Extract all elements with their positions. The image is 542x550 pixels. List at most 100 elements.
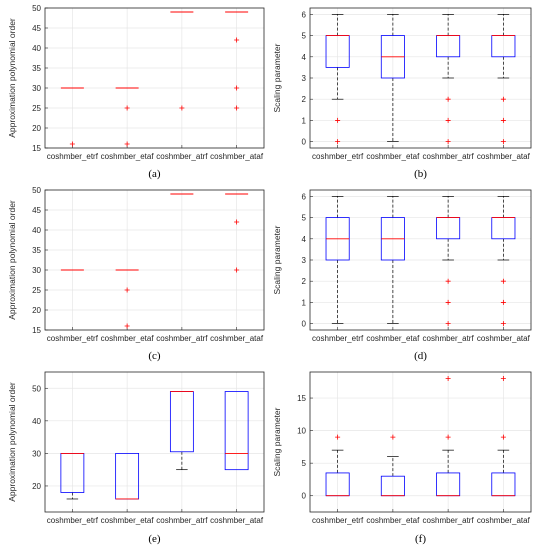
outlier-marker [500,117,506,123]
box-coshmber_atrf [436,196,461,327]
outlier-marker [445,321,451,327]
axes-frame [44,7,265,149]
y-tick-label: 30 [32,449,41,458]
y-tick-label: 35 [32,246,41,255]
y-tick-label: 45 [32,206,41,215]
x-tick-label: coshmber_etrf [312,516,364,525]
outlier-marker [234,219,240,225]
box-coshmber_ataf [491,14,516,145]
y-axis-label: Scaling parameter [272,225,282,294]
x-tick-label: coshmber_etaf [101,334,155,343]
box-coshmber_etrf [325,14,350,145]
y-tick-label: 50 [32,4,41,13]
x-tick-label: coshmber_etaf [366,516,420,525]
y-tick-label: 20 [32,124,41,133]
outlier-marker [335,139,341,145]
y-tick-label: 3 [302,74,307,83]
y-tick-label: 3 [302,256,307,265]
iqr-box [224,391,249,471]
box-coshmber_etrf [325,196,350,324]
chart-panel: 15 20 25 30 35 40 45 50 coshmber_etrf coshmber_et… [7,4,265,161]
outlier-marker [234,85,240,91]
y-tick-label: 5 [302,214,307,223]
y-tick-label: 20 [32,482,41,491]
outlier-marker [500,96,506,102]
y-tick-label: 1 [302,298,307,307]
x-tick-label: coshmber_ataf [477,152,531,161]
panel-label: (e) [148,533,161,545]
outlier-marker [500,434,506,440]
x-tick-label: coshmber_etaf [101,516,155,525]
outlier-marker [390,434,396,440]
outlier-marker [445,96,451,102]
box-coshmber_etrf [60,452,85,500]
x-tick-label: coshmber_etaf [366,334,420,343]
outlier-marker [335,434,341,440]
y-tick-label: 0 [302,492,307,501]
x-tick-label: coshmber_ataf [477,516,531,525]
y-tick-label: 6 [302,10,307,19]
outlier-marker [445,117,451,123]
y-tick-label: 0 [302,320,307,329]
box-coshmber_atrf [170,11,194,111]
box-coshmber_atrf [436,14,461,145]
y-tick-label: 35 [32,64,41,73]
panel-label: (c) [148,350,161,362]
outlier-marker [234,267,240,273]
y-tick-label: 2 [302,95,307,104]
x-tick-label: coshmber_ataf [210,516,264,525]
y-tick-label: 25 [32,104,41,113]
box-coshmber_ataf [491,196,516,327]
y-tick-label: 40 [32,226,41,235]
box-coshmber_etaf [115,452,140,500]
outlier-marker [124,141,130,147]
y-tick-label: 6 [302,192,307,201]
y-axis-label: Scaling parameter [272,407,282,476]
box-coshmber_etaf [380,196,405,324]
box-coshmber_ataf [491,376,516,497]
x-tick-label: coshmber_etrf [47,516,99,525]
panel-label: (d) [414,350,427,362]
y-tick-label: 2 [302,277,307,286]
outlier-marker [445,139,451,145]
box-coshmber_ataf [224,391,249,471]
outlier-marker [500,321,506,327]
x-tick-label: coshmber_etrf [47,334,99,343]
chart-panel: 15 20 25 30 35 40 45 50 coshmber_etrf coshmber_et… [7,186,265,343]
x-tick-label: coshmber_ataf [477,334,531,343]
box-coshmber_etaf [115,87,139,147]
panel-label: (b) [414,168,427,180]
box-coshmber_etrf [325,434,350,497]
x-tick-label: coshmber_etrf [312,152,364,161]
outlier-marker [445,278,451,284]
axes-frame [44,371,265,513]
outlier-marker [500,278,506,284]
y-axis-label: Approximation polynomial order [7,200,17,320]
y-tick-label: 4 [302,53,307,62]
box-coshmber_etaf [115,269,139,329]
y-tick-label: 4 [302,235,307,244]
x-tick-label: coshmber_ataf [210,334,264,343]
box-coshmber_ataf [225,11,249,111]
x-tick-label: coshmber_atrf [156,516,208,525]
panel-label: (f) [415,533,426,545]
outlier-marker [124,287,130,293]
x-tick-label: coshmber_ataf [210,152,264,161]
outlier-marker [335,117,341,123]
y-tick-label: 15 [297,394,306,403]
y-tick-label: 40 [32,417,41,426]
y-tick-label: 10 [297,427,306,436]
outlier-marker [445,434,451,440]
outlier-marker [69,141,75,147]
y-tick-label: 5 [302,459,307,468]
y-axis-label: Approximation polynomial order [7,382,17,502]
y-tick-label: 15 [32,144,41,153]
y-tick-label: 5 [302,32,307,41]
outlier-marker [124,105,130,111]
y-tick-label: 40 [32,44,41,53]
box-coshmber_etaf [380,14,405,142]
y-axis-label: Approximation polynomial order [7,18,17,138]
y-tick-label: 45 [32,24,41,33]
